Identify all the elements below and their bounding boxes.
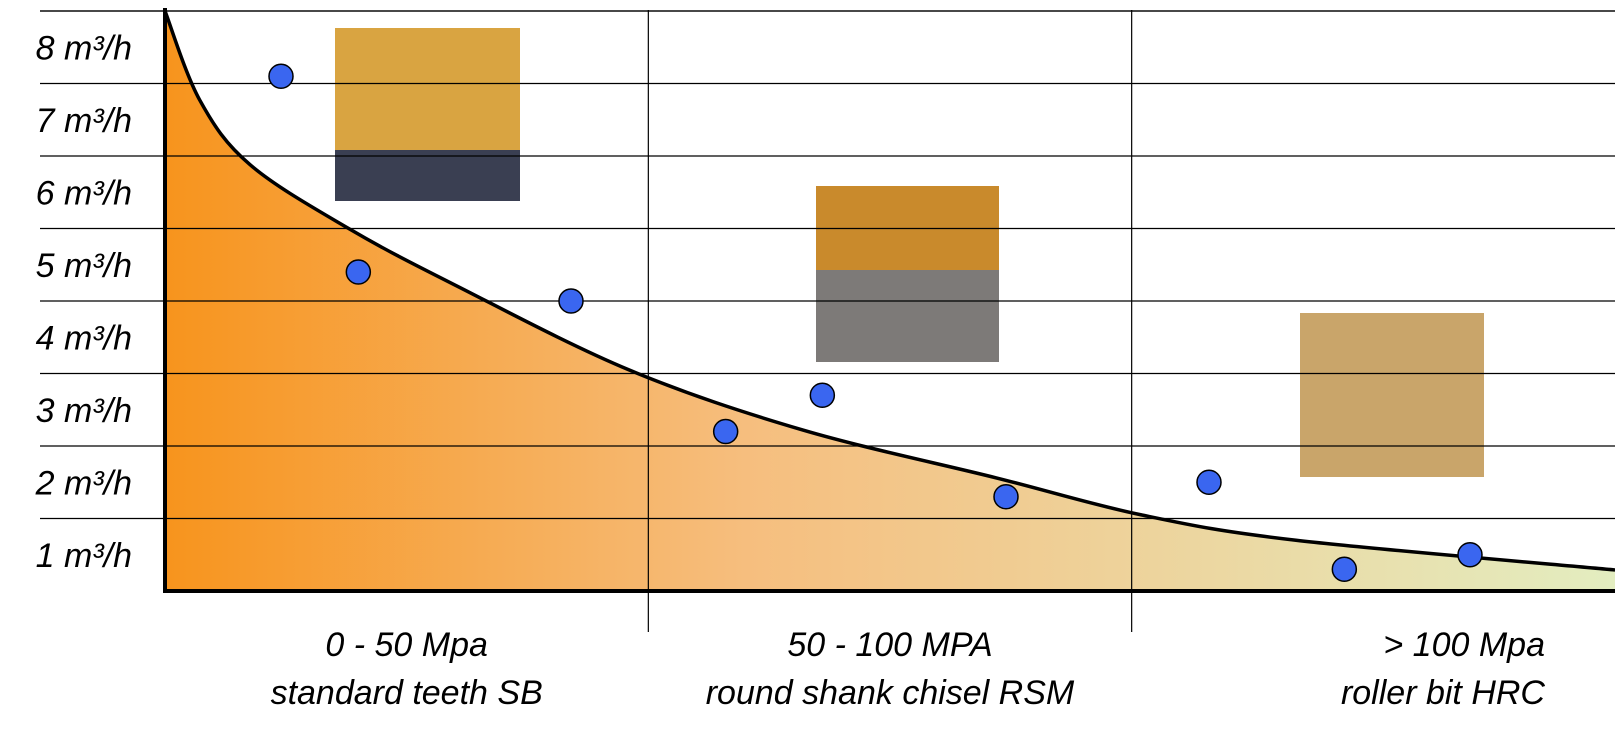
point <box>1332 557 1356 581</box>
y-tick-label: 3 m³/h <box>36 392 132 430</box>
chart: 1 m³/h 2 m³/h 3 m³/h 4 m³/h 5 m³/h 6 m³/h 7 m³… <box>0 0 1615 732</box>
point <box>559 289 583 313</box>
zone-tool: standard teeth SB <box>271 674 543 712</box>
zone-range: 0 - 50 Mpa <box>325 626 488 664</box>
point <box>1458 543 1482 567</box>
point <box>714 420 738 444</box>
zone-tool: roller bit HRC <box>1341 674 1545 712</box>
y-tick-label: 4 m³/h <box>36 319 132 357</box>
zone-tool: round shank chisel RSM <box>706 674 1075 712</box>
y-tick-label: 8 m³/h <box>36 29 132 67</box>
point <box>1197 470 1221 494</box>
y-tick-label: 7 m³/h <box>36 102 132 140</box>
photo-shade <box>816 270 999 362</box>
point <box>994 485 1018 509</box>
zone-range: > 100 Mpa <box>1383 626 1545 664</box>
y-tick-label: 5 m³/h <box>36 247 132 285</box>
photo-hrc <box>1300 313 1484 477</box>
y-tick-label: 2 m³/h <box>35 464 132 502</box>
zone-range: 50 - 100 MPA <box>787 626 992 664</box>
y-tick-label: 1 m³/h <box>36 537 132 575</box>
point <box>269 64 293 88</box>
point <box>346 260 370 284</box>
y-tick-label: 6 m³/h <box>36 174 132 212</box>
point <box>810 383 834 407</box>
photo-shade <box>335 150 520 201</box>
